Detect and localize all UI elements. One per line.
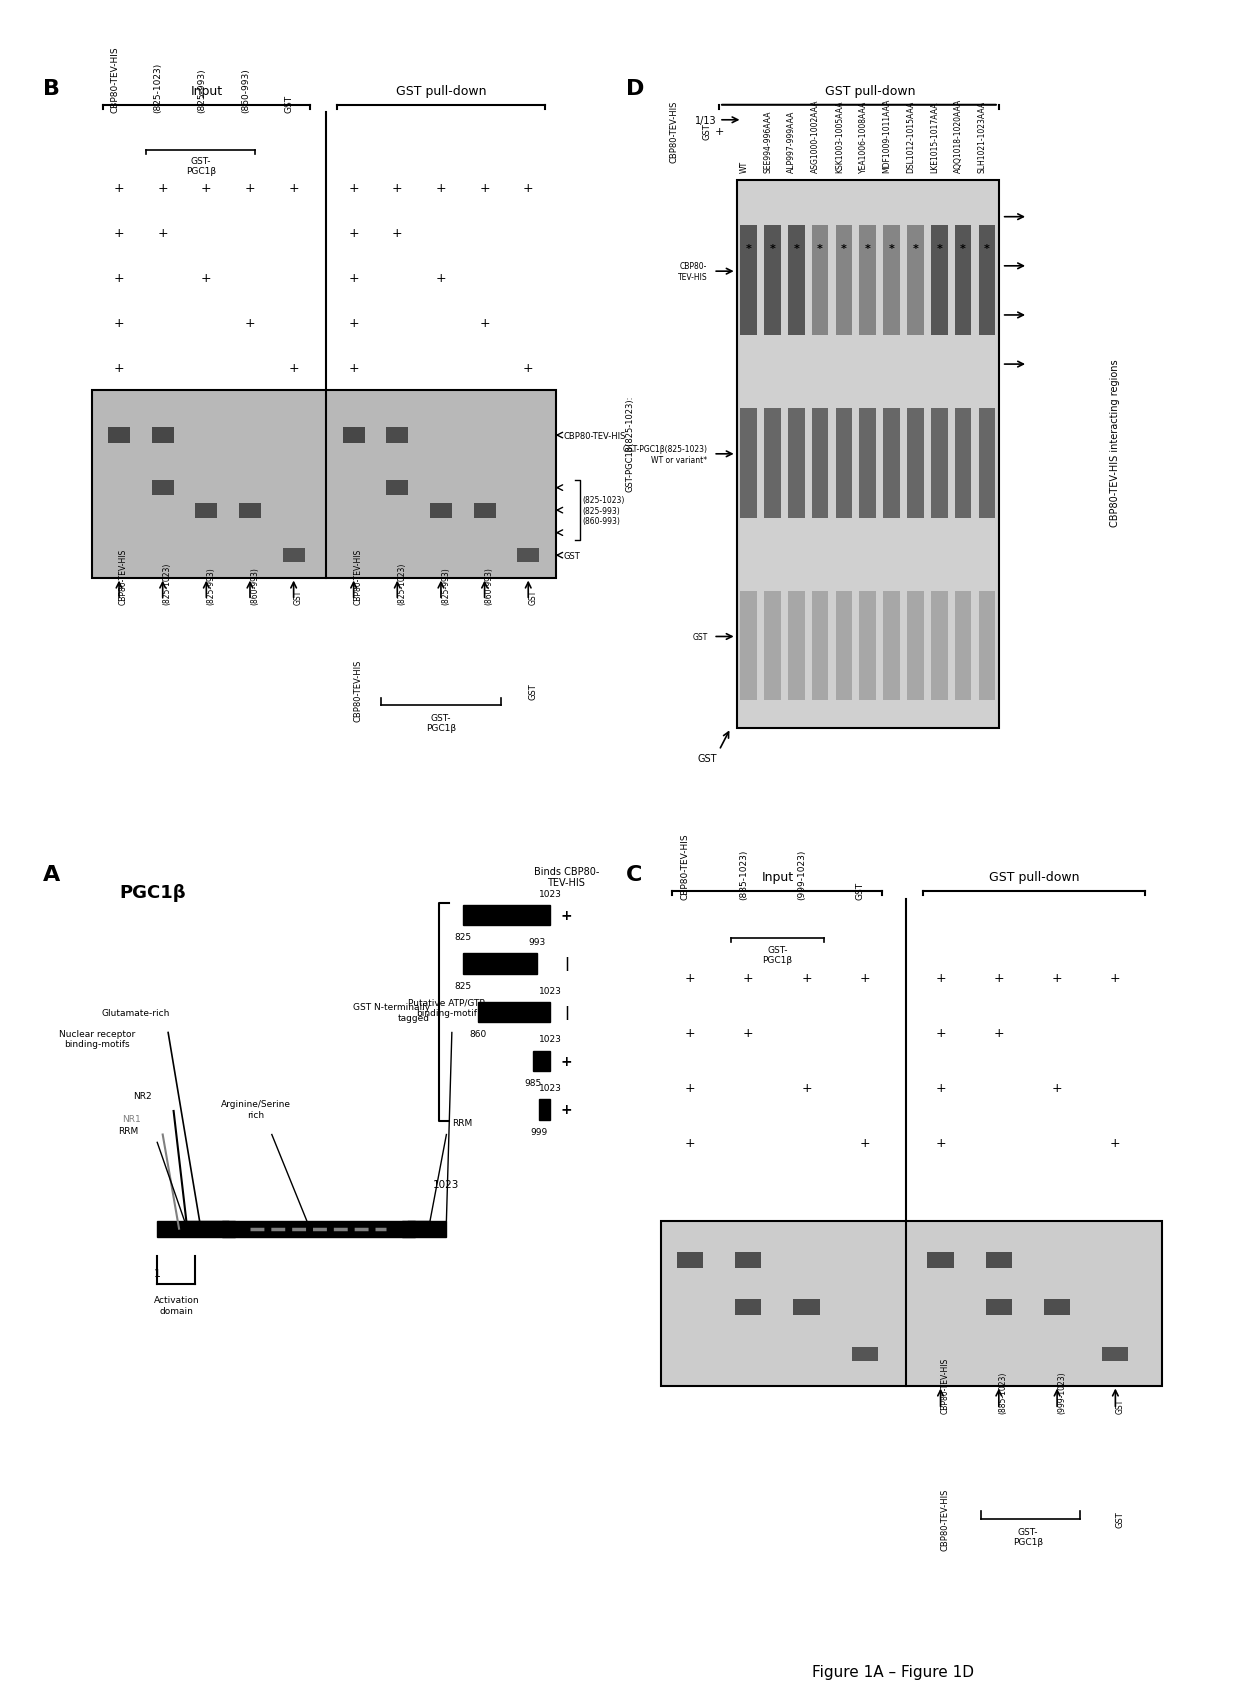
Text: *: * <box>889 244 894 254</box>
Text: 1023: 1023 <box>538 985 562 996</box>
Bar <box>283 549 305 563</box>
Bar <box>764 592 781 701</box>
Bar <box>906 227 924 336</box>
Text: CBP80-TEV-HIS: CBP80-TEV-HIS <box>110 46 119 113</box>
Text: +: + <box>157 227 167 240</box>
Bar <box>931 409 947 518</box>
Text: 1023: 1023 <box>433 1180 460 1190</box>
Bar <box>986 1299 1012 1315</box>
Text: +: + <box>480 182 490 194</box>
Bar <box>812 409 828 518</box>
Bar <box>151 481 174 496</box>
Text: GST: GST <box>1116 1398 1125 1413</box>
Text: +: + <box>114 317 124 329</box>
Text: GST: GST <box>285 95 294 113</box>
Text: +: + <box>157 182 167 194</box>
Text: GST-PGC1β(825-1023)
WT or variant*: GST-PGC1β(825-1023) WT or variant* <box>622 445 707 464</box>
Text: GST: GST <box>294 590 303 605</box>
Text: (885-1023): (885-1023) <box>999 1371 1008 1413</box>
Bar <box>794 1299 820 1315</box>
Text: CBP80-TEV-HIS: CBP80-TEV-HIS <box>353 660 362 721</box>
Text: LKE1015-1017AAA: LKE1015-1017AAA <box>930 102 939 174</box>
Text: RRM: RRM <box>451 1118 472 1127</box>
Bar <box>836 592 852 701</box>
Text: SEE994-996AAA: SEE994-996AAA <box>764 111 773 174</box>
Text: WT: WT <box>739 160 749 174</box>
Text: SLH1021-1023AAA: SLH1021-1023AAA <box>978 101 987 174</box>
Bar <box>108 428 130 443</box>
Text: A: A <box>42 864 60 885</box>
Text: *: * <box>841 244 847 254</box>
Text: CBP80-TEV-HIS: CBP80-TEV-HIS <box>940 1488 950 1550</box>
Text: (825-1023): (825-1023) <box>154 63 162 113</box>
Bar <box>859 409 875 518</box>
Bar <box>836 409 852 518</box>
Text: *: * <box>936 244 942 254</box>
Text: (999-1023): (999-1023) <box>797 849 806 900</box>
Bar <box>740 409 756 518</box>
Text: Figure 1A – Figure 1D: Figure 1A – Figure 1D <box>812 1664 973 1679</box>
Text: CBP80-TEV-HIS: CBP80-TEV-HIS <box>119 549 128 605</box>
Bar <box>955 409 971 518</box>
Text: 1023: 1023 <box>538 1035 562 1043</box>
Bar <box>859 227 875 336</box>
Text: |: | <box>564 1006 569 1020</box>
Text: +: + <box>289 182 299 194</box>
Text: 860: 860 <box>470 1030 487 1038</box>
Bar <box>430 503 451 518</box>
Bar <box>836 227 852 336</box>
Text: +: + <box>348 317 358 329</box>
Text: D: D <box>626 80 645 99</box>
Text: (825-1023): (825-1023) <box>397 563 407 605</box>
Text: ASG1000-1002AAA: ASG1000-1002AAA <box>811 101 820 174</box>
Bar <box>859 592 875 701</box>
Text: +: + <box>392 182 403 194</box>
Bar <box>787 227 805 336</box>
Text: CBP80-TEV-HIS: CBP80-TEV-HIS <box>564 431 626 440</box>
Text: RRM: RRM <box>118 1125 138 1136</box>
Text: CBP80-TEV-HIS: CBP80-TEV-HIS <box>681 834 689 900</box>
Text: GST-
PGC1β: GST- PGC1β <box>763 945 792 965</box>
Bar <box>222 1221 234 1236</box>
Text: +: + <box>993 972 1004 984</box>
Bar <box>463 953 537 974</box>
Text: (885-1023): (885-1023) <box>739 849 748 900</box>
Text: +: + <box>244 317 255 329</box>
Text: *: * <box>913 244 919 254</box>
Bar <box>387 428 408 443</box>
Bar <box>906 592 924 701</box>
Text: GST pull-down: GST pull-down <box>826 85 916 99</box>
Bar <box>883 227 900 336</box>
Bar <box>387 481 408 496</box>
Text: DSL1012-1015AAA: DSL1012-1015AAA <box>906 101 915 174</box>
Bar <box>740 227 756 336</box>
Text: +: + <box>859 972 870 984</box>
Text: +: + <box>560 1054 572 1067</box>
Text: YEA1006-1008AAA: YEA1006-1008AAA <box>858 101 868 174</box>
Text: 985: 985 <box>525 1078 542 1088</box>
Text: GST: GST <box>692 633 707 641</box>
Bar <box>1044 1299 1070 1315</box>
Bar <box>955 227 971 336</box>
Text: 993: 993 <box>528 938 546 946</box>
Text: 1023: 1023 <box>538 888 562 899</box>
Text: *: * <box>960 244 966 254</box>
Bar <box>883 592 900 701</box>
Text: GST: GST <box>528 590 537 605</box>
Bar <box>463 905 551 926</box>
Text: (825-993): (825-993) <box>197 68 206 113</box>
Text: GST: GST <box>703 123 712 140</box>
Text: +: + <box>1110 972 1121 984</box>
Text: GST-PGC1β(825-1023):: GST-PGC1β(825-1023): <box>626 396 635 491</box>
Text: Input: Input <box>761 871 794 883</box>
Text: AQQ1018-1020AAA: AQQ1018-1020AAA <box>954 99 963 174</box>
Bar <box>661 1221 1162 1386</box>
Text: +: + <box>201 182 212 194</box>
Text: Putative ATP/GTP
binding-motif: Putative ATP/GTP binding-motif <box>408 997 485 1018</box>
Text: CBP80-
TEV-HIS: CBP80- TEV-HIS <box>678 263 707 281</box>
Text: Glutamate-rich: Glutamate-rich <box>102 1008 170 1018</box>
Text: Activation
domain: Activation domain <box>154 1296 200 1315</box>
Bar <box>1102 1347 1128 1362</box>
Bar <box>740 592 756 701</box>
Text: *: * <box>985 244 990 254</box>
